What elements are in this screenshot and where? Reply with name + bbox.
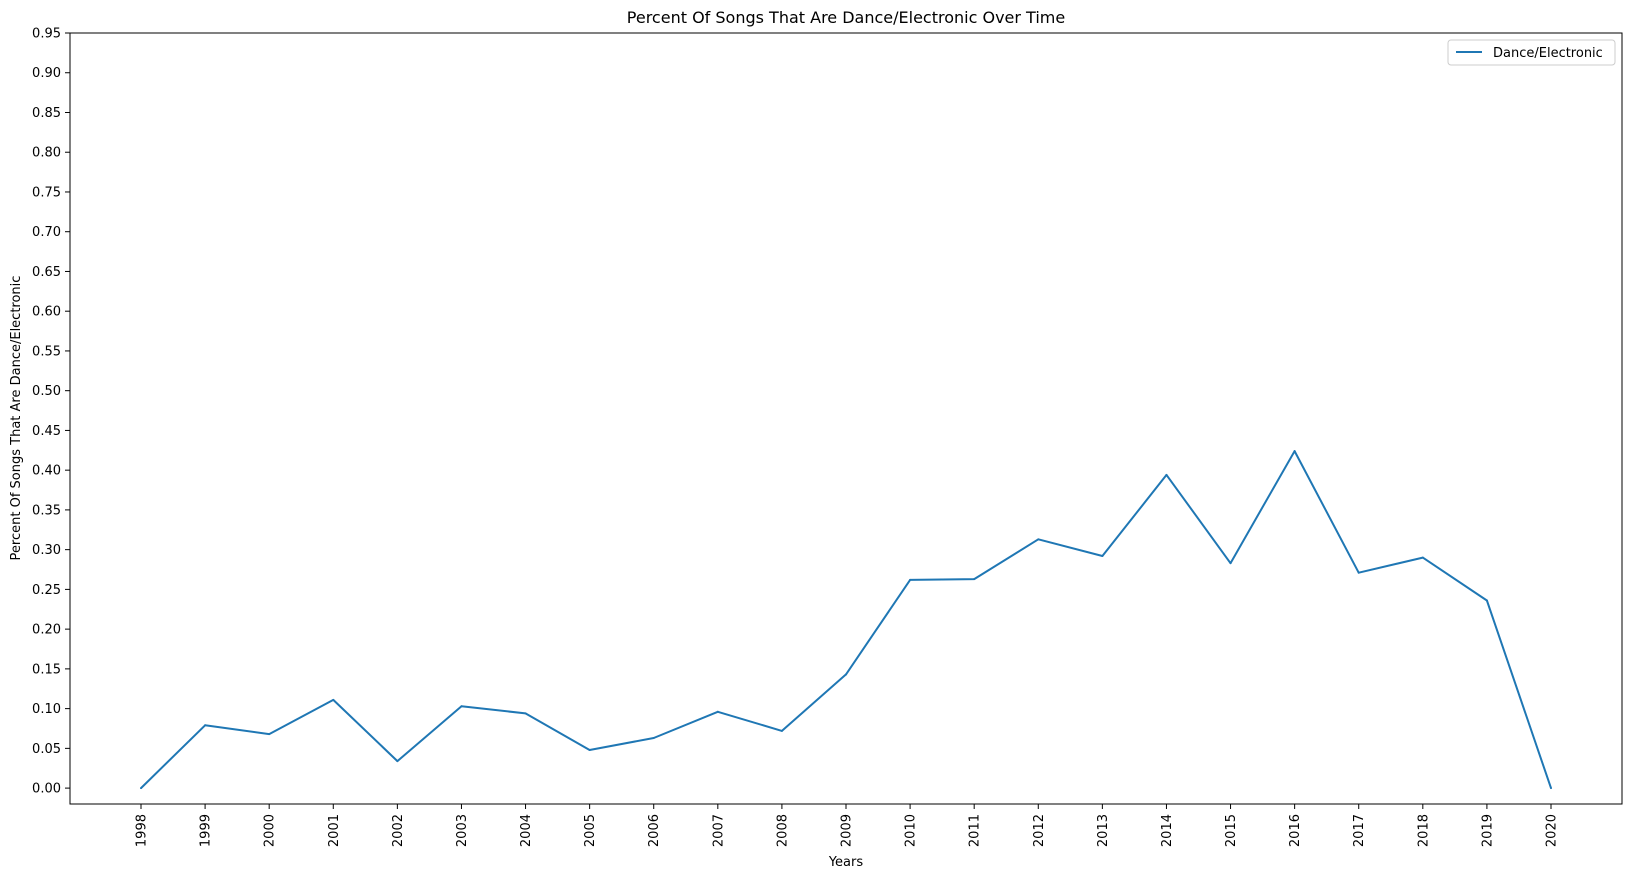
data-point [1037, 538, 1040, 541]
x-tick-label: 2019 [1480, 814, 1495, 847]
y-tick-label: 0.05 [32, 742, 61, 757]
data-point [909, 578, 912, 581]
legend: Dance/Electronic [1447, 39, 1616, 66]
series-layer [140, 450, 1552, 790]
x-tick-label: 2001 [327, 814, 342, 847]
plot-area-frame [69, 32, 1623, 805]
data-point [1229, 562, 1232, 565]
x-tick-label: 2013 [1096, 814, 1111, 847]
x-tick-label: 2016 [1288, 814, 1303, 847]
x-tick-label: 2006 [647, 814, 662, 847]
y-axis-label: Percent Of Songs That Are Dance/Electron… [9, 276, 24, 561]
y-tick-label: 0.85 [32, 106, 61, 121]
y-tick-label: 0.40 [32, 464, 61, 479]
y-tick-label: 0.70 [32, 225, 61, 240]
x-tick-label: 1999 [199, 814, 214, 847]
legend-label-dance-electronic: Dance/Electronic [1493, 46, 1603, 61]
x-tick-label: 2012 [1032, 814, 1047, 847]
y-tick-label: 0.75 [32, 185, 61, 200]
x-tick-label: 2003 [455, 814, 470, 847]
y-tick-label: 0.35 [32, 503, 61, 518]
data-point [973, 578, 976, 581]
data-point [332, 698, 335, 701]
y-tick-label: 0.90 [32, 66, 61, 81]
data-point [1421, 556, 1424, 559]
x-tick-label: 2020 [1545, 814, 1560, 847]
y-tick-label: 0.50 [32, 384, 61, 399]
data-point [1101, 555, 1104, 558]
y-tick-label: 0.25 [32, 583, 61, 598]
data-point [716, 710, 719, 713]
x-tick-label: 2018 [1416, 814, 1431, 847]
y-tick-label: 0.55 [32, 344, 61, 359]
x-tick-label: 2004 [519, 814, 534, 847]
x-axis-label: Years [828, 855, 864, 870]
y-tick-label: 0.80 [32, 146, 61, 161]
x-tick-label: 2015 [1224, 814, 1239, 847]
y-tick-label: 0.10 [32, 702, 61, 717]
y-tick-label: 0.45 [32, 424, 61, 439]
data-point [204, 724, 207, 727]
x-tick-label: 1998 [135, 814, 150, 847]
x-tick-label: 2000 [263, 814, 278, 847]
data-point [652, 737, 655, 740]
y-tick-label: 0.00 [32, 782, 61, 797]
x-tick-label: 2009 [840, 814, 855, 847]
y-tick-label: 0.20 [32, 623, 61, 638]
x-tick-label: 2007 [711, 814, 726, 847]
data-point [1550, 787, 1552, 790]
x-tick-label: 2010 [904, 814, 919, 847]
x-tick-label: 2002 [391, 814, 406, 847]
y-tick-label: 0.15 [32, 662, 61, 677]
data-point [460, 705, 463, 708]
x-tick-label: 2011 [968, 814, 983, 847]
y-tick-label: 0.30 [32, 543, 61, 558]
x-tick-label: 2008 [775, 814, 790, 847]
data-point [588, 748, 591, 751]
y-tick-label: 0.95 [32, 27, 61, 42]
x-tick-label: 2005 [583, 814, 598, 847]
data-point [1293, 450, 1296, 453]
y-tick-label: 0.60 [32, 305, 61, 320]
data-point [1357, 571, 1360, 574]
y-tick-label: 0.65 [32, 265, 61, 280]
data-point [1165, 473, 1168, 476]
data-point [140, 787, 142, 790]
legend-box [1447, 39, 1616, 66]
x-tick-label: 2014 [1160, 814, 1175, 847]
y-axis: 0.00 0.05 0.10 0.15 0.20 0.25 0.30 0.35 0.40 0.45… [32, 27, 70, 797]
data-point [524, 712, 527, 715]
chart-title: Percent Of Songs That Are Dance/Electron… [627, 8, 1065, 27]
x-tick-label: 2017 [1352, 814, 1367, 847]
data-point [268, 733, 271, 736]
data-point [780, 729, 783, 732]
series-line-dance-electronic [140, 450, 1552, 789]
data-point [845, 673, 847, 676]
data-point [1485, 599, 1488, 602]
data-point [396, 760, 399, 763]
x-axis: 1998 1999 2000 2001 2002 2003 2004 2005 2006 2007… [135, 804, 1560, 847]
